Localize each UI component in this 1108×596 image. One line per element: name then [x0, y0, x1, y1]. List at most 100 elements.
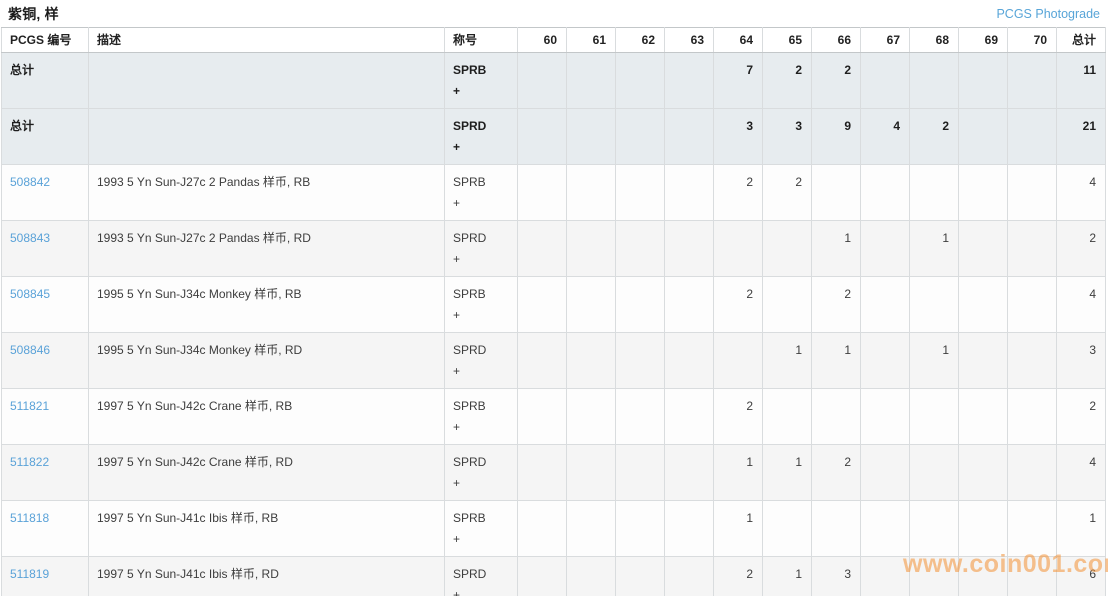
grade-68-cell — [909, 276, 959, 333]
total-row: 总计 SPRB + 7 2 2 11 — [1, 52, 1106, 109]
description-cell: 1995 5 Yn Sun-J34c Monkey 样币, RD — [88, 332, 445, 389]
grade-62-cell — [615, 556, 665, 596]
row-total-cell: 1 — [1056, 500, 1106, 557]
pcgs-number-link[interactable]: 508846 — [10, 343, 51, 357]
grade-66-cell — [811, 164, 861, 221]
designation-cell: SPRD + — [444, 220, 518, 277]
grade-69-cell — [958, 164, 1008, 221]
grade-70-cell — [1007, 108, 1057, 165]
grade-67-cell — [860, 276, 910, 333]
header-grade-63: 63 — [664, 27, 714, 53]
grade-68-cell: 1 — [909, 220, 959, 277]
description-cell — [88, 108, 445, 165]
designation-cell: SPRD + — [444, 556, 518, 596]
header-grade-65: 65 — [762, 27, 812, 53]
pcgs-number-link[interactable]: 511818 — [10, 511, 50, 525]
pcgs-number-link[interactable]: 508843 — [10, 231, 51, 245]
grade-63-cell — [664, 332, 714, 389]
top-bar: 紫铜, 样 PCGS Photograde — [0, 0, 1108, 27]
description-cell: 1997 5 Yn Sun-J42c Crane 样币, RD — [88, 444, 445, 501]
grade-61-cell — [566, 500, 616, 557]
grade-68-cell — [909, 52, 959, 109]
grade-70-cell — [1007, 332, 1057, 389]
grade-68-cell — [909, 444, 959, 501]
header-grade-60: 60 — [517, 27, 567, 53]
row-total-cell: 2 — [1056, 220, 1106, 277]
grade-61-cell — [566, 332, 616, 389]
grade-68-cell — [909, 556, 959, 596]
grade-69-cell — [958, 108, 1008, 165]
grade-70-cell — [1007, 164, 1057, 221]
designation-cell: SPRB + — [444, 500, 518, 557]
grade-68-cell: 1 — [909, 332, 959, 389]
pop-table: PCGS 编号 描述 称号 60 61 62 63 64 65 66 67 68 69 70 总计 总计 SP… — [1, 27, 1106, 596]
grade-62-cell — [615, 164, 665, 221]
pcgs-number-cell: 511822 — [1, 444, 89, 501]
grade-61-cell — [566, 52, 616, 109]
grade-68-cell — [909, 500, 959, 557]
grade-66-cell: 9 — [811, 108, 861, 165]
table-body: 总计 SPRB +7 2 2 11 总计 SPRD +3 3 9 4 2 21 508842 1993 5… — [1, 52, 1106, 596]
table-row: 511819 1997 5 Yn Sun-J41c Ibis 样币, RD SPRD… — [1, 556, 1106, 596]
grade-65-cell: 1 — [762, 444, 812, 501]
grade-62-cell — [615, 444, 665, 501]
grade-61-cell — [566, 220, 616, 277]
designation-cell: SPRD + — [444, 444, 518, 501]
description-cell — [88, 52, 445, 109]
grade-63-cell — [664, 276, 714, 333]
description-cell: 1997 5 Yn Sun-J42c Crane 样币, RB — [88, 388, 445, 445]
pcgs-number-link[interactable]: 511819 — [10, 567, 50, 581]
grade-68-cell — [909, 164, 959, 221]
grade-69-cell — [958, 332, 1008, 389]
grade-70-cell — [1007, 556, 1057, 596]
grade-66-cell: 2 — [811, 276, 861, 333]
grade-64-cell: 7 — [713, 52, 763, 109]
grade-67-cell — [860, 500, 910, 557]
page-title: 紫铜, 样 — [8, 6, 59, 22]
grade-66-cell: 2 — [811, 52, 861, 109]
grade-60-cell — [517, 388, 567, 445]
row-total-cell: 11 — [1056, 52, 1106, 109]
grade-64-cell: 1 — [713, 444, 763, 501]
pcgs-number-cell: 508846 — [1, 332, 89, 389]
pcgs-number-cell: 508842 — [1, 164, 89, 221]
grade-63-cell — [664, 388, 714, 445]
grade-64-cell: 2 — [713, 556, 763, 596]
pcgs-number-cell: 511819 — [1, 556, 89, 596]
grade-68-cell — [909, 388, 959, 445]
designation-cell: SPRB + — [444, 52, 518, 109]
grade-66-cell — [811, 500, 861, 557]
grade-61-cell — [566, 388, 616, 445]
header-grade-61: 61 — [566, 27, 616, 53]
row-total-cell: 21 — [1056, 108, 1106, 165]
pcgs-number-link[interactable]: 511821 — [10, 399, 50, 413]
header-grade-68: 68 — [909, 27, 959, 53]
header-total: 总计 — [1056, 27, 1106, 53]
designation-cell: SPRD + — [444, 332, 518, 389]
grade-60-cell — [517, 332, 567, 389]
grade-69-cell — [958, 556, 1008, 596]
grade-69-cell — [958, 388, 1008, 445]
grade-70-cell — [1007, 444, 1057, 501]
grade-63-cell — [664, 164, 714, 221]
pcgs-number-link[interactable]: 508842 — [10, 175, 51, 189]
grade-61-cell — [566, 164, 616, 221]
grade-65-cell — [762, 500, 812, 557]
photograde-link[interactable]: PCGS Photograde — [996, 7, 1100, 21]
pcgs-number-link[interactable]: 511822 — [10, 455, 50, 469]
grade-70-cell — [1007, 388, 1057, 445]
row-total-cell: 4 — [1056, 444, 1106, 501]
grade-63-cell — [664, 220, 714, 277]
grade-61-cell — [566, 556, 616, 596]
grade-70-cell — [1007, 220, 1057, 277]
grade-66-cell: 2 — [811, 444, 861, 501]
grade-65-cell — [762, 220, 812, 277]
grade-67-cell — [860, 52, 910, 109]
grade-66-cell: 1 — [811, 220, 861, 277]
grade-67-cell: 4 — [860, 108, 910, 165]
pcgs-number-cell: 508843 — [1, 220, 89, 277]
grade-69-cell — [958, 276, 1008, 333]
table-header: PCGS 编号 描述 称号 60 61 62 63 64 65 66 67 68 69 70 总计 — [1, 27, 1106, 53]
pcgs-number-link[interactable]: 508845 — [10, 287, 51, 301]
designation-cell: SPRD + — [444, 108, 518, 165]
